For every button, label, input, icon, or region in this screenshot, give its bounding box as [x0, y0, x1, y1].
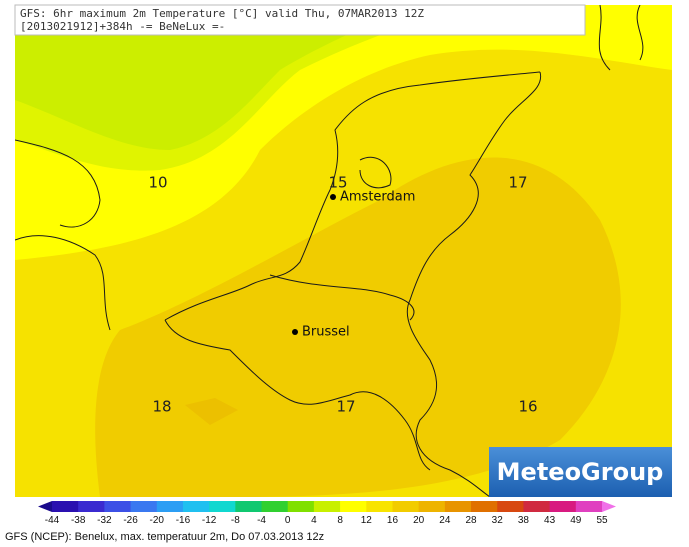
coastlines-borders	[15, 5, 644, 497]
colorbar-segment	[392, 501, 420, 512]
header-line: GFS: 6hr maximum 2m Temperature [°C] val…	[20, 7, 424, 20]
colorbar-tick: 20	[413, 515, 425, 526]
colorbar-tick: -8	[231, 515, 240, 526]
contour-label: 17	[336, 398, 355, 416]
colorbar-tick: 49	[570, 515, 582, 526]
contour-label: 18	[152, 398, 171, 416]
colorbar-tick: -26	[123, 515, 138, 526]
contour-label: 10	[148, 174, 167, 192]
colorbar-segment	[418, 501, 446, 512]
colorbar-segment	[340, 501, 367, 512]
colorbar-segment	[575, 501, 603, 512]
colorbar-tick: -44	[45, 515, 60, 526]
colorbar-segment	[235, 501, 263, 512]
temp-field	[185, 398, 238, 425]
map-labels: 10 15 17 18 17 16 Amsterdam Brussel	[148, 174, 537, 416]
colorbar-tick: 28	[465, 515, 477, 526]
colorbar-arrow	[38, 501, 52, 512]
colorbar-segment	[287, 501, 315, 512]
colorbar-segment	[261, 501, 289, 512]
colorbar-segment	[78, 501, 105, 512]
colorbar-tick: 8	[337, 515, 343, 526]
footer: GFS (NCEP): Benelux, max. temperatuur 2m…	[5, 531, 324, 543]
colorbar-segment	[104, 501, 132, 512]
border	[164, 319, 431, 471]
colorbar-tick: -12	[202, 515, 217, 526]
colorbar-segment	[182, 501, 210, 512]
colorbar-tick: 0	[285, 515, 291, 526]
city-marker	[330, 194, 336, 200]
colorbar-segment	[366, 501, 393, 512]
contour-label: 16	[518, 398, 537, 416]
colorbar-tick: -32	[97, 515, 112, 526]
colorbar-tick: 55	[596, 515, 608, 526]
colorbar-tick: -16	[176, 515, 191, 526]
colorbar-tick: 4	[311, 515, 317, 526]
colorbar-segment	[549, 501, 577, 512]
colorbar-segment	[313, 501, 341, 512]
colorbar-tick: 12	[361, 515, 373, 526]
colorbar-segment	[130, 501, 158, 512]
header-line: [2013021912]+384h -= BeNeLux =-	[20, 20, 225, 33]
colorbar-segment	[209, 501, 236, 512]
colorbar-tick: -4	[257, 515, 266, 526]
city-label: Amsterdam	[340, 190, 415, 205]
map-area: 10 15 17 18 17 16 Amsterdam Brussel	[15, 5, 672, 497]
contour-label: 15	[328, 174, 347, 192]
colorbar: -44 -38 -32 -26 -20 -16 -12 -8 -4 0 4 8 12 16 20 24 28 32…	[38, 501, 616, 526]
contour-label: 17	[508, 174, 527, 192]
colorbar-tick: 32	[492, 515, 504, 526]
colorbar-segment	[523, 501, 551, 512]
colorbar-tick: 24	[439, 515, 451, 526]
logo-box	[489, 447, 672, 497]
colorbar-tick: 43	[544, 515, 556, 526]
colorbar-tick: -20	[150, 515, 165, 526]
coastline	[164, 71, 541, 321]
border	[406, 71, 542, 497]
colorbar-arrow	[602, 501, 616, 512]
city-label: Brussel	[302, 325, 350, 340]
colorbar-segment	[497, 501, 524, 512]
colorbar-segment	[156, 501, 184, 512]
logo: MeteoGroup	[497, 458, 664, 486]
colorbar-segment	[444, 501, 472, 512]
colorbar-segment	[52, 501, 79, 512]
colorbar-tick: 38	[518, 515, 530, 526]
city-marker	[292, 329, 298, 335]
coastline	[15, 139, 111, 331]
coastline	[598, 5, 644, 71]
colorbar-segment	[471, 501, 498, 512]
header-box	[14, 4, 586, 36]
colorbar-tick: -38	[71, 515, 86, 526]
colorbar-tick: 16	[387, 515, 399, 526]
border	[269, 274, 415, 321]
temp-field	[15, 5, 420, 150]
